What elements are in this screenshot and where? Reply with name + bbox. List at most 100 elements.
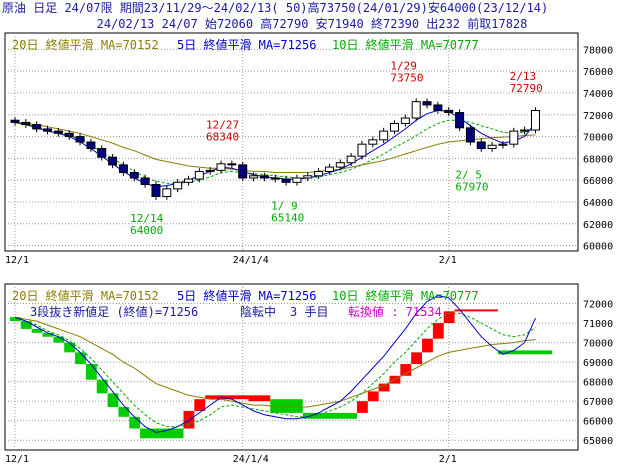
candle-body bbox=[64, 132, 74, 138]
ma20-line bbox=[14, 121, 536, 173]
candle-body bbox=[530, 109, 540, 131]
candle-body bbox=[390, 122, 400, 132]
legend-ma20: 20日 終値平滑 MA=70152 bbox=[12, 37, 159, 52]
bear-brick bbox=[42, 332, 54, 337]
bear-brick bbox=[270, 399, 303, 413]
candle-body bbox=[411, 101, 421, 119]
linebreak-subtitle-reversal: 転換値 : 71534 bbox=[348, 304, 442, 319]
y-tick-label: 78000 bbox=[583, 45, 613, 56]
candle-body bbox=[227, 163, 237, 166]
x-tick-label: 2/1 bbox=[439, 454, 457, 465]
candle-body bbox=[216, 163, 226, 171]
chart-header-latest: 24/02/13 24/07 始72060 高72790 安71940 終723… bbox=[0, 16, 624, 32]
candle-body bbox=[520, 129, 530, 132]
candle-body bbox=[357, 143, 367, 157]
bear-brick bbox=[96, 379, 108, 394]
x-tick-label: 24/1/4 bbox=[233, 255, 269, 266]
annotation-value: 64000 bbox=[130, 224, 163, 237]
candle-body bbox=[509, 130, 519, 145]
candle-body bbox=[270, 177, 280, 180]
bear-brick bbox=[64, 342, 76, 353]
bull-brick bbox=[194, 399, 206, 411]
bull-brick bbox=[378, 383, 390, 392]
annotation-value: 68340 bbox=[206, 131, 239, 144]
linebreak-moving-averages bbox=[14, 295, 536, 433]
candle-body bbox=[259, 175, 269, 179]
bull-brick bbox=[400, 364, 412, 376]
candle-body bbox=[10, 119, 20, 123]
candle-body bbox=[281, 178, 291, 183]
annotation-date: 2/13 bbox=[510, 70, 537, 83]
candle-body bbox=[455, 112, 465, 129]
annotation-value: 72790 bbox=[510, 82, 543, 95]
bull-brick bbox=[356, 401, 368, 413]
x-tick-label: 24/1/4 bbox=[233, 454, 269, 465]
bull-brick bbox=[183, 410, 195, 429]
chart-header-summary: 原油 日足 24/07限 期間23/11/29〜24/02/13( 50)高73… bbox=[0, 0, 624, 16]
candle-body bbox=[108, 156, 118, 166]
y-tick-label: 70000 bbox=[583, 133, 613, 144]
bear-brick bbox=[10, 317, 21, 322]
y-tick-label: 66000 bbox=[583, 417, 613, 428]
candle-body bbox=[487, 144, 497, 150]
bear-brick bbox=[20, 321, 32, 329]
bear-brick bbox=[75, 352, 86, 365]
candle-body bbox=[465, 127, 475, 143]
annotation-value: 73750 bbox=[390, 72, 423, 85]
ma10-line bbox=[14, 312, 536, 428]
candle-body bbox=[21, 121, 31, 126]
legend-ma10: 10日 終値平滑 MA=70777 bbox=[332, 37, 479, 52]
y-tick-label: 76000 bbox=[583, 67, 613, 78]
linebreak-subtitle-state: 陰転中 bbox=[240, 304, 276, 319]
candle-body bbox=[433, 104, 443, 111]
y-tick-label: 70000 bbox=[583, 339, 613, 350]
bear-brick bbox=[107, 393, 119, 408]
annotation-value: 67970 bbox=[455, 181, 488, 194]
ma20-line bbox=[14, 316, 536, 408]
x-tick-label: 12/1 bbox=[5, 255, 29, 266]
candlesticks bbox=[10, 98, 540, 200]
candle-body bbox=[476, 141, 486, 150]
candle-body bbox=[205, 169, 215, 172]
candle-body bbox=[151, 184, 161, 197]
linebreak-y-ticks: 65000 66000 67000 68000 69000 70000 71000 72000 bbox=[583, 300, 613, 448]
bear-brick bbox=[129, 416, 141, 429]
x-tick-label: 2/1 bbox=[439, 255, 457, 266]
candle-body bbox=[53, 130, 63, 134]
annotation-value: 65140 bbox=[271, 212, 304, 225]
bull-brick bbox=[422, 338, 433, 353]
annotation-date: 1/29 bbox=[390, 60, 417, 73]
bull-brick bbox=[432, 323, 444, 339]
candle-body bbox=[444, 109, 454, 114]
linebreak-plot-area bbox=[4, 283, 579, 451]
bull-brick bbox=[454, 309, 498, 312]
y-tick-label: 65000 bbox=[583, 436, 613, 447]
bear-brick bbox=[497, 350, 553, 355]
candle-body bbox=[498, 143, 508, 146]
bear-brick bbox=[118, 407, 130, 417]
linebreak-subtitle-step: 3 手目 bbox=[290, 305, 328, 319]
bear-brick bbox=[85, 364, 97, 380]
y-tick-label: 72000 bbox=[583, 111, 613, 122]
candle-body bbox=[422, 101, 432, 106]
candle-body bbox=[118, 164, 128, 174]
candle-body bbox=[368, 139, 378, 145]
x-tick-label: 12/1 bbox=[5, 454, 29, 465]
ma5-line bbox=[14, 295, 536, 433]
annotation-date: 2/ 5 bbox=[455, 169, 482, 182]
y-tick-label: 69000 bbox=[583, 358, 613, 369]
candle-body bbox=[162, 188, 172, 197]
candle-body bbox=[379, 130, 389, 141]
y-tick-label: 66000 bbox=[583, 176, 613, 187]
legend-ma5: 5日 終値平滑 MA=71256 bbox=[177, 37, 316, 52]
annotation-date: 1/ 9 bbox=[271, 200, 298, 213]
candle-body bbox=[335, 162, 345, 168]
bear-brick bbox=[31, 328, 43, 333]
candle-body bbox=[194, 170, 204, 180]
linebreak-bricks bbox=[10, 309, 553, 439]
candle-body bbox=[292, 177, 302, 183]
y-tick-label: 62000 bbox=[583, 220, 613, 231]
linebreak-grid bbox=[5, 284, 578, 450]
